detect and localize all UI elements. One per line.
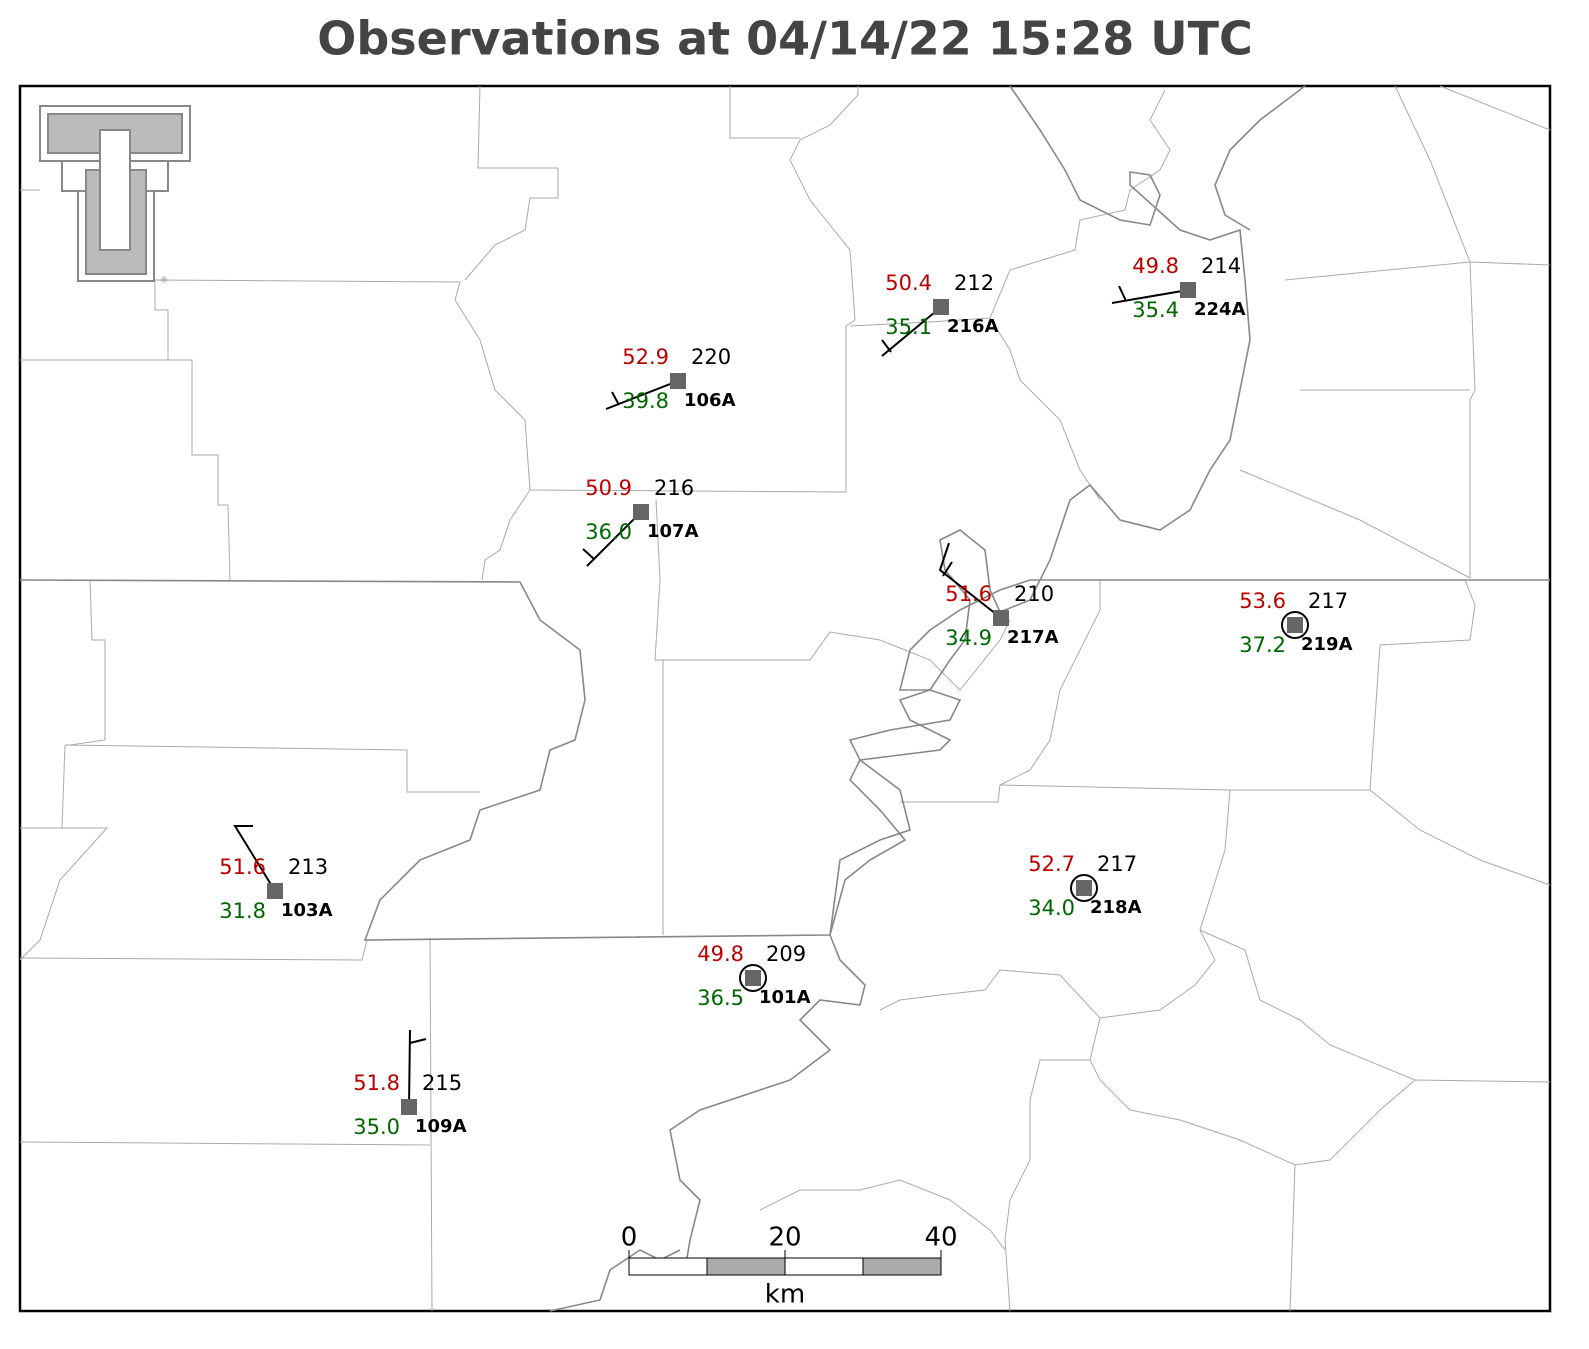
temperature: 51.8 xyxy=(353,1071,400,1095)
station-marker xyxy=(1076,880,1092,896)
map-frame: ® 52.9 220 39.8 106A 50.9 216 36.0 107A 50.4 212 3… xyxy=(18,84,1552,1313)
pressure: 212 xyxy=(954,271,994,295)
pressure: 214 xyxy=(1201,254,1241,278)
temperature: 51.6 xyxy=(219,855,266,879)
station-marker xyxy=(745,970,761,986)
station-id: 224A xyxy=(1194,299,1246,320)
logo-mark: ® xyxy=(160,276,168,285)
station-marker xyxy=(401,1099,417,1115)
stations: 52.9 220 39.8 106A 50.9 216 36.0 107A 50.4 212 35.… xyxy=(219,254,1352,1139)
pressure: 210 xyxy=(1014,582,1054,606)
temperature: 50.4 xyxy=(885,271,932,295)
temperature: 50.9 xyxy=(585,476,632,500)
pressure: 215 xyxy=(422,1071,462,1095)
station-id: 101A xyxy=(759,987,811,1008)
pressure: 220 xyxy=(691,345,731,369)
dewpoint: 35.4 xyxy=(1132,298,1179,322)
station-marker xyxy=(670,373,686,389)
station-marker xyxy=(633,504,649,520)
dewpoint: 37.2 xyxy=(1239,633,1286,657)
dewpoint: 36.0 xyxy=(585,520,632,544)
station-id: 216A xyxy=(947,316,999,337)
station-id: 218A xyxy=(1090,897,1142,918)
scale-label: 0 xyxy=(621,1223,638,1253)
station-id: 109A xyxy=(415,1116,467,1137)
temperature: 52.7 xyxy=(1028,852,1075,876)
title: Observations at 04/14/22 15:28 UTC xyxy=(317,12,1252,66)
station-marker xyxy=(933,299,949,315)
station-marker xyxy=(267,883,283,899)
dewpoint: 35.1 xyxy=(885,315,932,339)
pressure: 217 xyxy=(1097,852,1137,876)
station-marker xyxy=(1287,617,1303,633)
scale-unit: km xyxy=(765,1280,805,1310)
pressure: 209 xyxy=(766,942,806,966)
station-marker xyxy=(1180,282,1196,298)
dewpoint: 31.8 xyxy=(219,899,266,923)
temperature: 52.9 xyxy=(622,345,669,369)
station-id: 219A xyxy=(1301,634,1353,655)
station-id: 106A xyxy=(684,390,736,411)
temperature: 49.8 xyxy=(697,942,744,966)
dewpoint: 35.0 xyxy=(353,1115,400,1139)
pressure: 217 xyxy=(1308,589,1348,613)
county-borders xyxy=(19,85,1551,1312)
wind-barbs xyxy=(233,285,1309,1108)
scale-label: 40 xyxy=(924,1223,957,1253)
scale-bar: 0 20 40 km xyxy=(621,1223,958,1310)
scale-label: 20 xyxy=(768,1223,801,1253)
temperature: 49.8 xyxy=(1132,254,1179,278)
dewpoint: 34.9 xyxy=(945,626,992,650)
dewpoint: 36.5 xyxy=(697,986,744,1010)
pressure: 213 xyxy=(288,855,328,879)
station-marker xyxy=(993,610,1009,626)
temperature: 51.6 xyxy=(945,582,992,606)
logo: ® xyxy=(39,105,191,285)
station-id: 103A xyxy=(281,900,333,921)
station-id: 107A xyxy=(647,521,699,542)
dewpoint: 39.8 xyxy=(622,389,669,413)
dewpoint: 34.0 xyxy=(1028,896,1075,920)
station-id: 217A xyxy=(1007,627,1059,648)
temperature: 53.6 xyxy=(1239,589,1286,613)
pressure: 216 xyxy=(654,476,694,500)
